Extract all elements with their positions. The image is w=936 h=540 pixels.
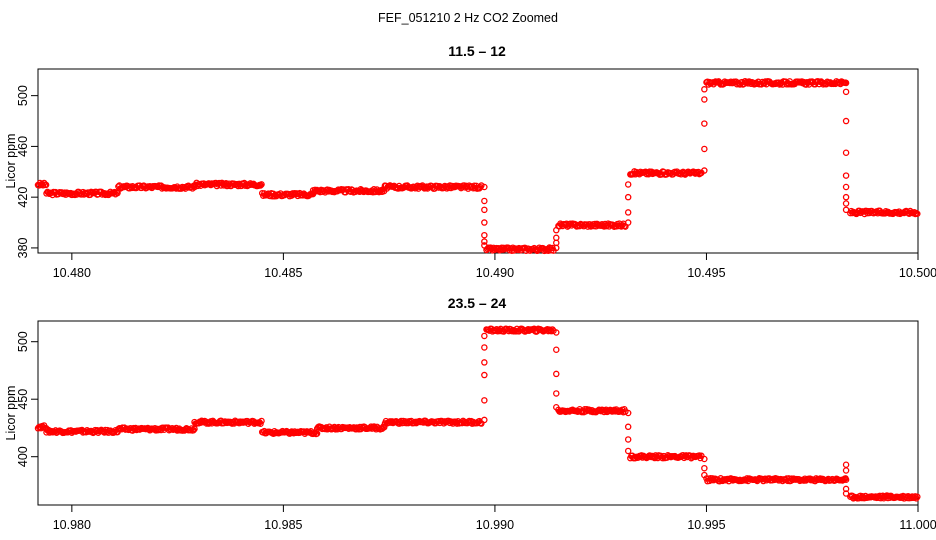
x-tick-label: 10.480 [53, 266, 91, 280]
data-point [553, 329, 560, 336]
data-point [842, 172, 850, 179]
data-point [190, 426, 197, 434]
x-tick-label: 10.500 [899, 266, 936, 280]
data-point [481, 359, 488, 366]
data-point [553, 370, 560, 378]
data-point [842, 476, 850, 483]
data-point [701, 471, 708, 479]
data-point [42, 181, 50, 189]
data-point [842, 88, 850, 96]
data-point [553, 390, 560, 397]
data-point [481, 238, 488, 245]
panel-lower: 23.5 – 24 Licor ppm 10.980 10.985 10.990 10… [4, 295, 936, 532]
y-tick-label: 400 [16, 446, 30, 467]
panel-upper: 11.5 – 12 Licor ppm 10.480 10.485 10.490 10… [4, 43, 936, 280]
panel-lower-plot-frame [37, 320, 919, 506]
data-point [481, 183, 488, 191]
data-point [624, 209, 632, 216]
x-tick-label: 10.495 [687, 266, 725, 280]
data-point [701, 145, 708, 153]
y-tick-label: 460 [16, 136, 30, 157]
figure-title: FEF_051210 2 Hz CO2 Zoomed [378, 11, 558, 25]
x-tick-label: 10.985 [264, 518, 302, 532]
data-point [114, 189, 121, 197]
y-tick-label: 380 [16, 237, 30, 258]
data-point [624, 423, 632, 431]
data-point [624, 409, 632, 417]
panel-lower-title: 23.5 – 24 [448, 295, 507, 311]
data-point [624, 181, 632, 188]
data-point [842, 461, 850, 468]
data-point [257, 182, 264, 189]
data-point [481, 231, 488, 239]
data-point [701, 167, 708, 174]
panel-upper-y-axis-label: Licor ppm [4, 134, 18, 189]
data-point [842, 79, 850, 87]
data-point [914, 210, 921, 218]
data-point [549, 326, 556, 333]
x-tick-label: 10.980 [53, 518, 91, 532]
data-point [258, 181, 265, 188]
data-point [481, 397, 488, 404]
data-point [842, 467, 850, 474]
data-point [481, 219, 488, 226]
y-tick-label: 500 [16, 331, 30, 352]
data-point [842, 206, 850, 214]
data-point [481, 371, 488, 379]
data-point [553, 403, 560, 411]
panel-upper-title: 11.5 – 12 [448, 43, 506, 59]
data-point [701, 464, 708, 472]
data-point [481, 197, 488, 205]
data-point [842, 117, 850, 125]
data-point [842, 200, 850, 207]
x-tick-label: 11.000 [899, 518, 936, 532]
panel-upper-plot-frame [37, 68, 919, 254]
y-tick-label: 420 [16, 187, 30, 208]
data-point [553, 239, 560, 247]
data-point [258, 417, 265, 425]
x-tick-label: 10.995 [687, 518, 725, 532]
data-point [914, 493, 921, 501]
data-point [624, 193, 632, 201]
data-point [481, 416, 488, 424]
data-point [701, 455, 708, 463]
data-point [624, 436, 632, 443]
x-tick-label: 10.990 [476, 518, 514, 532]
data-point [624, 447, 632, 455]
panel-lower-points [34, 325, 921, 502]
panel-upper-points [34, 78, 921, 255]
data-point [701, 96, 708, 103]
data-point [624, 219, 632, 226]
data-point [481, 206, 488, 214]
panel-lower-y-axis-label: Licor ppm [4, 386, 18, 441]
data-point [842, 149, 850, 156]
data-point [842, 193, 850, 201]
data-point [553, 226, 560, 234]
panel-upper-axes: 10.480 10.485 10.490 10.495 10.500 380 420 460 5… [16, 85, 936, 280]
x-tick-label: 10.485 [264, 266, 302, 280]
data-point [553, 234, 560, 242]
data-point [481, 332, 488, 340]
data-point [701, 86, 708, 93]
data-point [481, 242, 488, 249]
data-point [553, 346, 560, 353]
y-tick-label: 450 [16, 389, 30, 410]
panel-lower-axes: 10.980 10.985 10.990 10.995 11.000 400 450 500 [16, 331, 936, 532]
x-tick-label: 10.490 [476, 266, 514, 280]
data-point [701, 120, 708, 127]
data-point [842, 490, 850, 497]
y-tick-label: 500 [16, 85, 30, 106]
data-point [481, 344, 488, 351]
data-point [842, 183, 850, 191]
